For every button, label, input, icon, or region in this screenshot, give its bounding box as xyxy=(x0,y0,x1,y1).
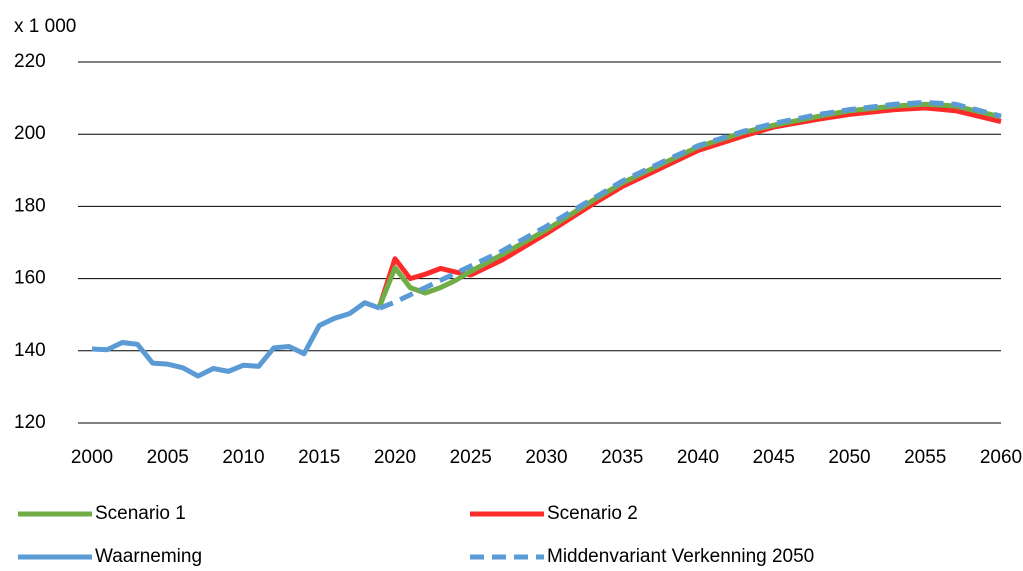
y-tick-label: 120 xyxy=(14,412,46,433)
y-tick-label: 220 xyxy=(14,51,46,72)
legend-label: Scenario 1 xyxy=(95,503,186,524)
x-tick-label: 2005 xyxy=(147,447,189,468)
x-tick-label: 2010 xyxy=(222,447,264,468)
x-tick-label: 2030 xyxy=(525,447,567,468)
y-tick-label: 160 xyxy=(14,268,46,289)
x-tick-label: 2020 xyxy=(374,447,416,468)
y-tick-label: 140 xyxy=(14,340,46,361)
y-tick-label: 200 xyxy=(14,123,46,144)
x-tick-label: 2000 xyxy=(71,447,113,468)
x-tick-label: 2045 xyxy=(753,447,795,468)
x-tick-label: 2050 xyxy=(828,447,870,468)
series-line xyxy=(91,300,381,379)
y-axis-label: x 1 000 xyxy=(14,16,76,37)
legend-label: Waarneming xyxy=(95,546,202,567)
legend-label: Middenvariant Verkenning 2050 xyxy=(547,546,814,567)
series-line xyxy=(378,99,1002,311)
x-tick-label: 2025 xyxy=(450,447,492,468)
y-tick-label: 180 xyxy=(14,195,46,216)
x-tick-label: 2060 xyxy=(980,447,1022,468)
x-tick-label: 2040 xyxy=(677,447,719,468)
x-tick-label: 2055 xyxy=(904,447,946,468)
x-tick-label: 2015 xyxy=(298,447,340,468)
series-line xyxy=(377,105,1002,307)
legend-label: Scenario 2 xyxy=(547,503,638,524)
x-tick-label: 2035 xyxy=(601,447,643,468)
